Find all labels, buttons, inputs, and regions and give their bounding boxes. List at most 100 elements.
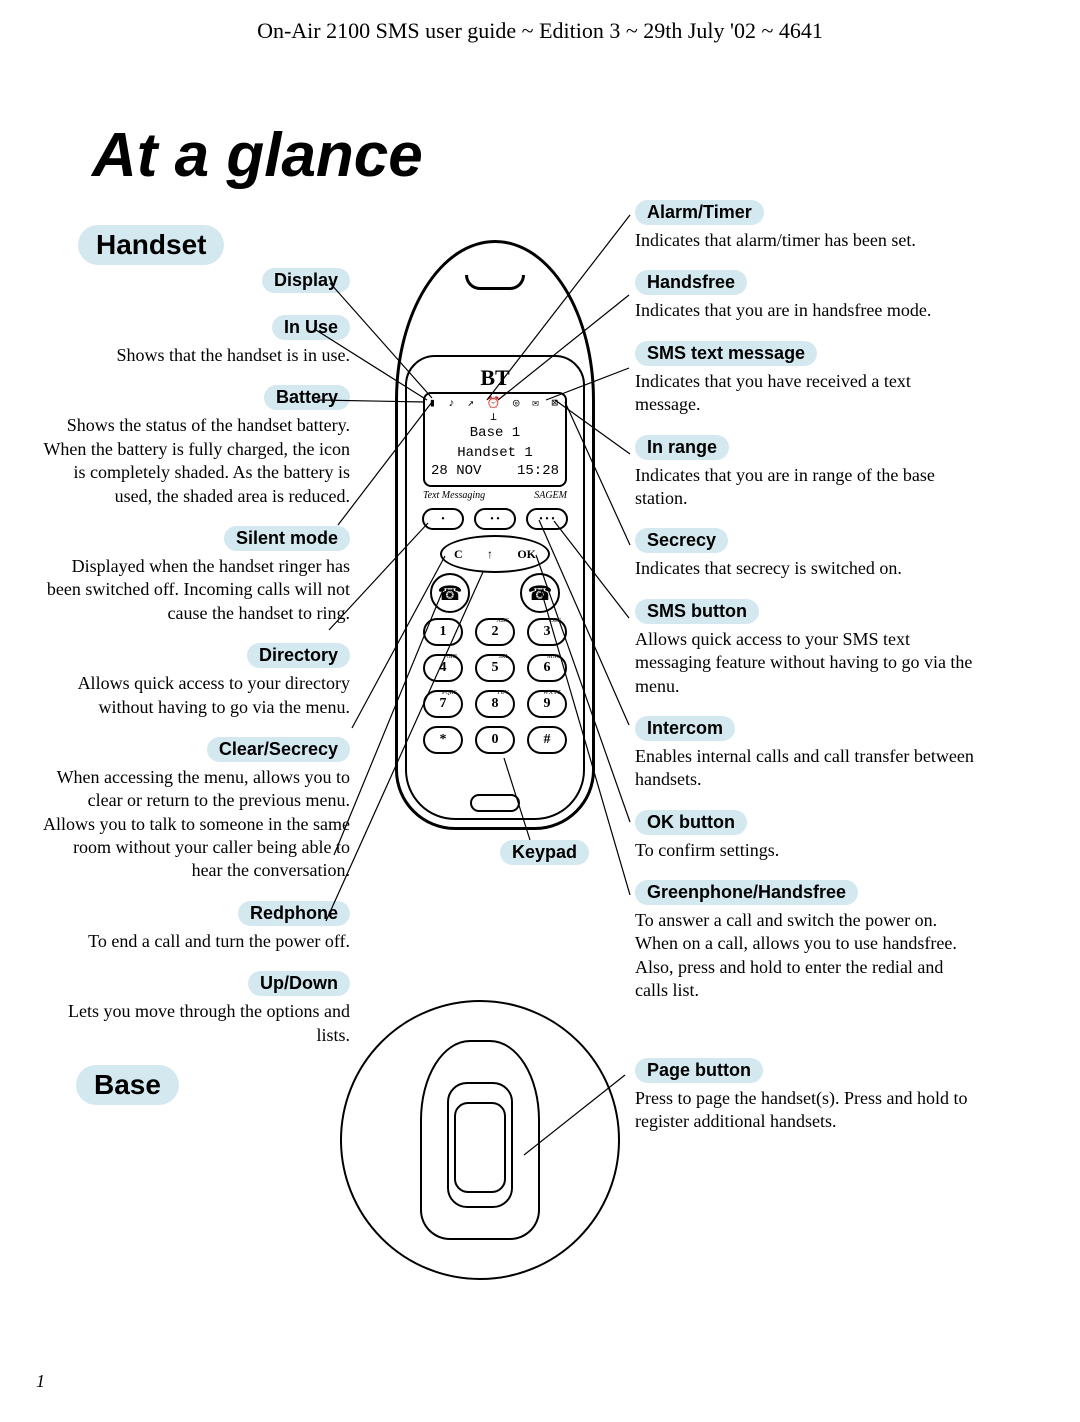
callout-greenphone: Greenphone/Handsfree To answer a call an… xyxy=(635,880,975,1003)
left-column: Display In Use Shows that the handset is… xyxy=(40,268,350,1065)
callout-directory: Directory Allows quick access to your di… xyxy=(40,643,350,719)
label-alarm-timer: Alarm/Timer xyxy=(635,200,764,225)
base-diagram xyxy=(340,1000,620,1280)
key-5: 5JKL xyxy=(475,654,515,682)
key-6: 6MNO xyxy=(527,654,567,682)
callout-clear-secrecy: Clear/Secrecy When accessing the menu, a… xyxy=(40,737,350,883)
label-secrecy: Secrecy xyxy=(635,528,728,553)
desc-silent-mode: Displayed when the handset ringer has be… xyxy=(40,555,350,625)
screen-line2: Handset 1 xyxy=(425,444,565,464)
label-display: Display xyxy=(262,268,350,293)
screen-icon-row: ▮ ♪ ↗ ⏰ ◎ ✉ ⊠ ⟂ xyxy=(425,396,565,424)
key-9: 9WXYZ xyxy=(527,690,567,718)
page-header: On-Air 2100 SMS user guide ~ Edition 3 ~… xyxy=(0,0,1080,44)
desc-intercom: Enables internal calls and call transfer… xyxy=(635,745,975,792)
brand-logo: BT xyxy=(395,365,595,391)
desc-sms-text: Indicates that you have received a text … xyxy=(635,370,975,417)
key-0: 0 xyxy=(475,726,515,754)
callout-display: Display xyxy=(40,268,350,297)
key-3: 3DEF xyxy=(527,618,567,646)
desc-secrecy: Indicates that secrecy is switched on. xyxy=(635,557,975,580)
section-base: Base xyxy=(76,1065,179,1105)
desc-page-button: Press to page the handset(s). Press and … xyxy=(635,1087,975,1134)
callout-in-range: In range Indicates that you are in range… xyxy=(635,435,975,511)
base-slot-inner xyxy=(454,1102,506,1193)
key-2: 2ABC xyxy=(475,618,515,646)
desc-redphone: To end a call and turn the power off. xyxy=(40,930,350,953)
callout-intercom: Intercom Enables internal calls and call… xyxy=(635,716,975,792)
desc-in-range: Indicates that you are in range of the b… xyxy=(635,464,975,511)
callout-silent-mode: Silent mode Displayed when the handset r… xyxy=(40,526,350,625)
earpiece-icon xyxy=(465,275,525,290)
callout-up-down: Up/Down Lets you move through the option… xyxy=(40,971,350,1047)
key-#: # xyxy=(527,726,567,754)
soft-key-row: • • • • • • xyxy=(395,508,595,530)
right-column: Alarm/Timer Indicates that alarm/timer h… xyxy=(635,200,975,1021)
label-greenphone: Greenphone/Handsfree xyxy=(635,880,858,905)
desc-greenphone: To answer a call and switch the power on… xyxy=(635,909,975,1003)
callout-ok-button: OK button To confirm settings. xyxy=(635,810,975,862)
key-7: 7PQRS xyxy=(423,690,463,718)
bottom-button-icon xyxy=(470,794,520,812)
label-intercom: Intercom xyxy=(635,716,735,741)
soft-key-1: • xyxy=(422,508,464,530)
soft-key-3: • • • xyxy=(526,508,568,530)
label-in-range: In range xyxy=(635,435,729,460)
nav-oval: C ↑ OK xyxy=(440,535,550,573)
phone-screen: ▮ ♪ ↗ ⏰ ◎ ✉ ⊠ ⟂ Base 1 Handset 1 28 NOV … xyxy=(423,392,567,487)
c-key: C xyxy=(454,547,463,562)
desc-directory: Allows quick access to your directory wi… xyxy=(40,672,350,719)
key-*: * xyxy=(423,726,463,754)
callout-handsfree: Handsfree Indicates that you are in hand… xyxy=(635,270,975,322)
screen-line1: Base 1 xyxy=(425,424,565,444)
section-handset: Handset xyxy=(78,225,224,265)
callout-in-use: In Use Shows that the handset is in use. xyxy=(40,315,350,367)
label-clear-secrecy: Clear/Secrecy xyxy=(207,737,350,762)
label-sms-text: SMS text message xyxy=(635,341,817,366)
callout-sms-text: SMS text message Indicates that you have… xyxy=(635,341,975,417)
label-directory: Directory xyxy=(247,643,350,668)
callout-battery: Battery Shows the status of the handset … xyxy=(40,385,350,508)
greenphone-icon: ☎ xyxy=(520,573,560,613)
label-silent-mode: Silent mode xyxy=(224,526,350,551)
label-page-button: Page button xyxy=(635,1058,763,1083)
label-handsfree: Handsfree xyxy=(635,270,747,295)
arrow-up-icon: ↑ xyxy=(487,547,493,562)
desc-battery: Shows the status of the handset battery.… xyxy=(40,414,350,508)
desc-ok-button: To confirm settings. xyxy=(635,839,975,862)
callout-page-button: Page button Press to page the handset(s)… xyxy=(635,1058,975,1134)
desc-handsfree: Indicates that you are in handsfree mode… xyxy=(635,299,975,322)
callout-alarm-timer: Alarm/Timer Indicates that alarm/timer h… xyxy=(635,200,975,252)
desc-up-down: Lets you move through the options and li… xyxy=(40,1000,350,1047)
label-sms-button: SMS button xyxy=(635,599,759,624)
callout-secrecy: Secrecy Indicates that secrecy is switch… xyxy=(635,528,975,580)
page-title: At a glance xyxy=(92,120,423,191)
desc-alarm-timer: Indicates that alarm/timer has been set. xyxy=(635,229,975,252)
label-battery: Battery xyxy=(264,385,350,410)
key-4: 4GHI xyxy=(423,654,463,682)
desc-in-use: Shows that the handset is in use. xyxy=(40,344,350,367)
label-up-down: Up/Down xyxy=(248,971,350,996)
ok-key: OK xyxy=(517,547,536,562)
label-keypad: Keypad xyxy=(500,840,589,865)
label-redphone: Redphone xyxy=(238,901,350,926)
subtext-right: SAGEM xyxy=(534,490,567,501)
key-8: 8TUV xyxy=(475,690,515,718)
page-number: 1 xyxy=(36,1371,45,1392)
callout-sms-button: SMS button Allows quick access to your S… xyxy=(635,599,975,698)
label-in-use: In Use xyxy=(272,315,350,340)
redphone-icon: ☎ xyxy=(430,573,470,613)
base-unit-outline xyxy=(420,1040,540,1240)
soft-key-2: • • xyxy=(474,508,516,530)
desc-sms-button: Allows quick access to your SMS text mes… xyxy=(635,628,975,698)
desc-clear-secrecy: When accessing the menu, allows you to c… xyxy=(40,766,350,883)
keypad: 1 2ABC 3DEF 4GHI 5JKL 6MNO 7PQRS 8TUV 9WXYZ * 0 # xyxy=(395,618,595,754)
callout-keypad: Keypad xyxy=(500,840,589,869)
subtext-left: Text Messaging xyxy=(423,490,485,501)
label-ok-button: OK button xyxy=(635,810,747,835)
callout-redphone: Redphone To end a call and turn the powe… xyxy=(40,901,350,953)
key-1: 1 xyxy=(423,618,463,646)
screen-time: 15:28 xyxy=(517,463,559,479)
screen-date: 28 NOV xyxy=(431,463,481,479)
handset-diagram: BT ▮ ♪ ↗ ⏰ ◎ ✉ ⊠ ⟂ Base 1 Handset 1 28 N… xyxy=(395,240,595,830)
